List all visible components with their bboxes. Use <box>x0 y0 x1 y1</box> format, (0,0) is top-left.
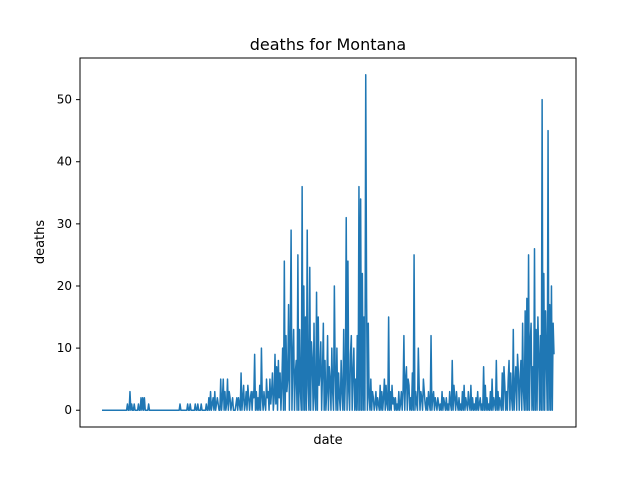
series-group <box>102 74 555 411</box>
y-tick-label: 40 <box>57 155 72 169</box>
y-tick-label: 50 <box>57 93 72 107</box>
plot-frame <box>79 57 577 428</box>
y-tick-label: 10 <box>57 341 72 355</box>
y-axis-label: deaths <box>33 220 48 265</box>
y-tick-label: 0 <box>64 403 72 417</box>
x-axis-label: date <box>313 433 342 448</box>
chart-title: deaths for Montana <box>250 35 406 54</box>
y-tick-label: 30 <box>57 217 72 231</box>
series-line <box>102 74 555 411</box>
y-tick-label: 20 <box>57 279 72 293</box>
y-axis-ticks: 0 10 20 30 40 50 <box>57 93 80 417</box>
